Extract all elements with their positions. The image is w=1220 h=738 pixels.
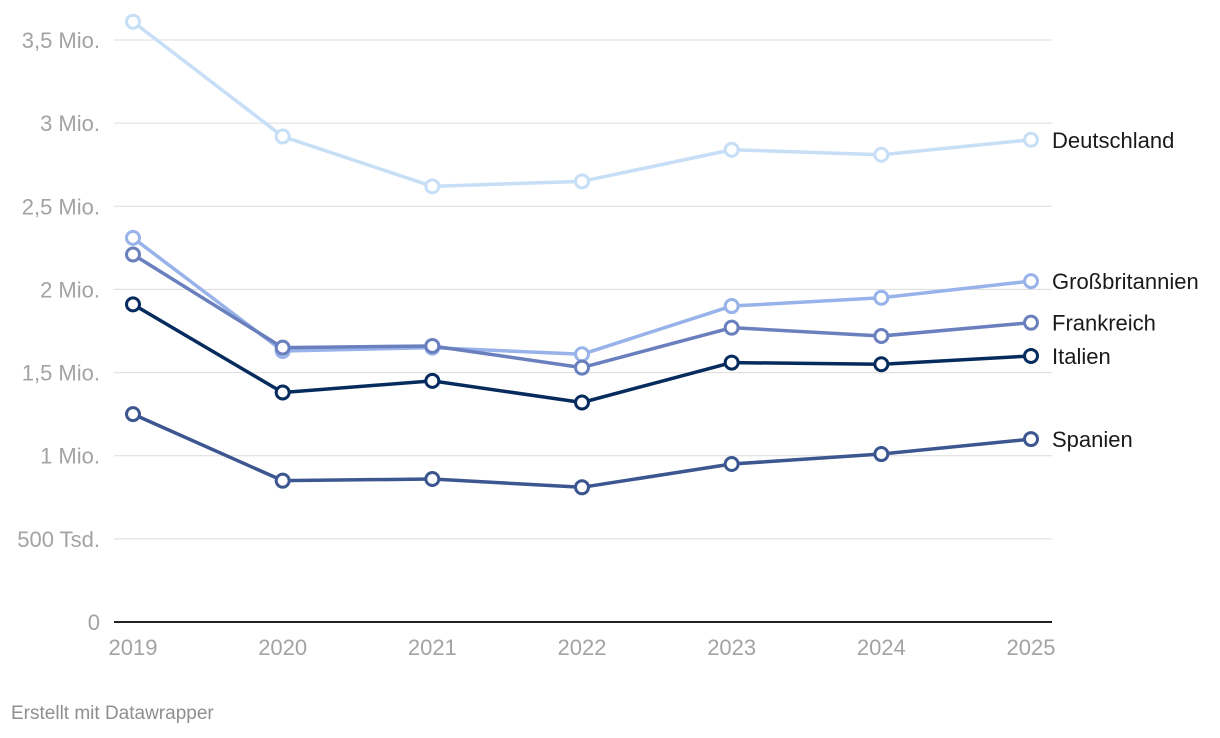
label-layer: Deutschland Großbritannien Frankreich Itali…: [1052, 128, 1199, 452]
data-point: [424, 178, 441, 195]
data-point: [125, 246, 141, 263]
series-deutschland: [125, 13, 1039, 195]
y-tick-label: 1 Mio.: [40, 444, 100, 469]
data-point: [723, 141, 740, 158]
data-point: [274, 472, 291, 489]
credit-footer: Erstellt mit Datawrapper: [11, 703, 214, 724]
series-line: [131, 412, 1033, 490]
data-point: [125, 229, 141, 246]
data-point: [574, 173, 590, 190]
y-tick-label: 3,5 Mio.: [22, 28, 100, 53]
series-end-label: Frankreich: [1052, 311, 1156, 336]
y-tick-label: 2,5 Mio.: [22, 194, 100, 219]
data-point: [424, 372, 441, 389]
x-tick-label: 2023: [707, 635, 756, 660]
data-point: [723, 456, 740, 473]
series-layer: [125, 13, 1039, 496]
data-point: [873, 289, 890, 306]
series-line: [131, 19, 1033, 189]
x-tick-label: 2020: [258, 635, 307, 660]
y-tick-label: 3 Mio.: [40, 111, 100, 136]
series-end-label: Großbritannien: [1052, 269, 1199, 294]
grid-layer: 0 500 Tsd. 1 Mio. 1,5 Mio. 2 Mio. 2,5 Mio. 3 M…: [17, 28, 1055, 660]
series-end-label: Deutschland: [1052, 128, 1174, 153]
data-point: [873, 446, 890, 463]
data-point: [274, 128, 291, 145]
data-point: [873, 146, 890, 163]
series-italien: [125, 296, 1039, 411]
data-point: [125, 13, 141, 30]
series-frankreich: [125, 246, 1039, 376]
data-point: [723, 354, 740, 371]
y-tick-label: 0: [88, 610, 100, 635]
y-tick-label: 2 Mio.: [40, 277, 100, 302]
data-point: [1023, 273, 1039, 290]
data-point: [424, 470, 441, 487]
y-tick-label: 500 Tsd.: [17, 527, 100, 552]
data-point: [274, 384, 291, 401]
data-point: [574, 394, 590, 411]
data-point: [723, 298, 740, 315]
data-point: [574, 359, 590, 376]
data-point: [274, 339, 291, 356]
series-spanien: [125, 406, 1039, 496]
series-end-label: Spanien: [1052, 427, 1133, 452]
data-point: [873, 327, 890, 344]
data-point: [574, 479, 590, 496]
x-tick-label: 2024: [857, 635, 906, 660]
data-point: [873, 356, 890, 373]
data-point: [1023, 431, 1039, 448]
x-tick-label: 2022: [558, 635, 607, 660]
data-point: [125, 296, 141, 313]
series-end-label: Italien: [1052, 344, 1111, 369]
data-point: [424, 337, 441, 354]
series-gro-britannien: [125, 229, 1039, 363]
data-point: [125, 406, 141, 423]
y-tick-label: 1,5 Mio.: [22, 361, 100, 386]
data-point: [1023, 347, 1039, 364]
data-point: [1023, 131, 1039, 148]
x-tick-label: 2021: [408, 635, 457, 660]
data-point: [574, 346, 590, 363]
data-point: [723, 319, 740, 336]
data-point: [1023, 314, 1039, 331]
x-tick-label: 2025: [1007, 635, 1056, 660]
x-tick-label: 2019: [109, 635, 158, 660]
